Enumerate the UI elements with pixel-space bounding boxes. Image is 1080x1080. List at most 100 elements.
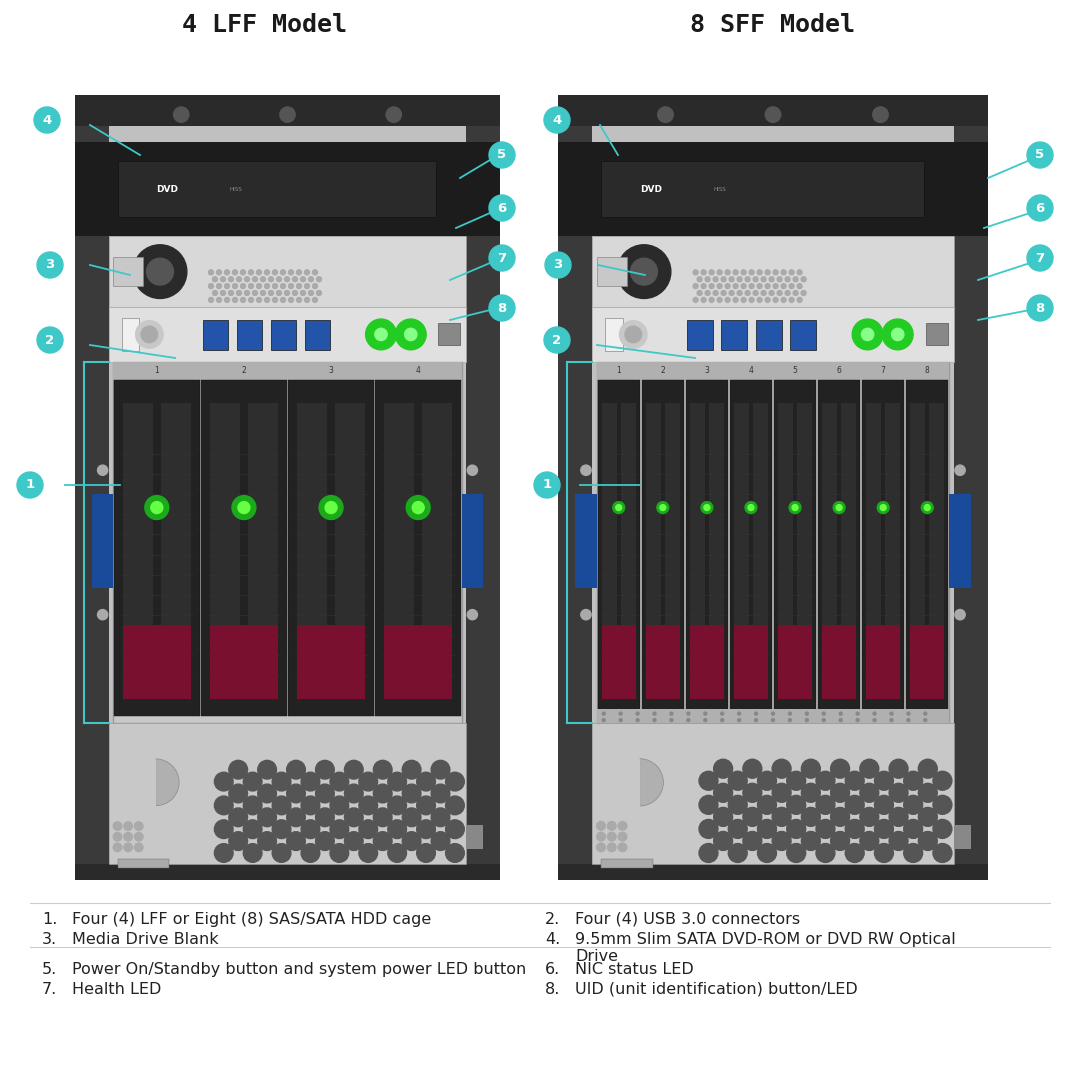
Circle shape (417, 820, 435, 838)
Circle shape (757, 270, 762, 275)
Circle shape (765, 297, 770, 302)
Circle shape (860, 759, 879, 779)
Circle shape (229, 760, 247, 779)
FancyBboxPatch shape (122, 318, 138, 351)
Text: 6: 6 (837, 366, 841, 376)
Circle shape (801, 832, 821, 850)
Circle shape (923, 712, 927, 715)
FancyBboxPatch shape (109, 237, 465, 307)
Circle shape (215, 772, 233, 791)
Circle shape (773, 297, 778, 302)
Circle shape (374, 832, 392, 850)
Circle shape (687, 712, 690, 715)
FancyBboxPatch shape (690, 404, 705, 699)
FancyBboxPatch shape (462, 495, 483, 589)
Circle shape (737, 291, 742, 296)
Circle shape (288, 297, 294, 302)
Circle shape (710, 284, 714, 288)
Circle shape (765, 270, 770, 275)
FancyBboxPatch shape (305, 320, 330, 350)
Circle shape (717, 297, 723, 302)
FancyBboxPatch shape (602, 404, 617, 699)
Circle shape (856, 712, 859, 715)
Text: Health LED: Health LED (72, 982, 161, 997)
Circle shape (265, 284, 270, 288)
Circle shape (743, 832, 761, 850)
Circle shape (907, 718, 909, 721)
Circle shape (237, 291, 242, 296)
Circle shape (345, 760, 363, 779)
Circle shape (315, 808, 334, 826)
Circle shape (544, 327, 570, 353)
Circle shape (225, 270, 229, 275)
FancyBboxPatch shape (818, 380, 861, 716)
Circle shape (918, 808, 937, 826)
Circle shape (741, 270, 746, 275)
Circle shape (215, 843, 233, 862)
FancyBboxPatch shape (866, 404, 881, 699)
Circle shape (1027, 245, 1053, 271)
Circle shape (312, 270, 318, 275)
Circle shape (544, 107, 570, 133)
FancyBboxPatch shape (109, 307, 465, 362)
Circle shape (113, 822, 122, 831)
FancyBboxPatch shape (118, 859, 168, 868)
Circle shape (113, 843, 122, 852)
FancyBboxPatch shape (118, 161, 436, 217)
Text: 8: 8 (1036, 301, 1044, 314)
Circle shape (269, 291, 273, 296)
Circle shape (889, 808, 908, 826)
Circle shape (704, 712, 706, 715)
Circle shape (875, 820, 893, 838)
Circle shape (785, 291, 791, 296)
Circle shape (405, 328, 417, 340)
FancyBboxPatch shape (297, 625, 365, 699)
Circle shape (286, 784, 306, 802)
Circle shape (880, 504, 887, 511)
Circle shape (792, 504, 798, 511)
Circle shape (257, 270, 261, 275)
Circle shape (720, 712, 724, 715)
Text: 4.: 4. (545, 932, 561, 947)
Circle shape (241, 270, 245, 275)
Text: 9.5mm Slim SATA DVD-ROM or DVD RW Optical
Drive: 9.5mm Slim SATA DVD-ROM or DVD RW Optica… (575, 932, 956, 964)
Circle shape (729, 276, 734, 282)
Circle shape (345, 832, 363, 850)
Circle shape (305, 270, 310, 275)
Circle shape (862, 328, 874, 340)
Circle shape (839, 712, 842, 715)
FancyBboxPatch shape (686, 380, 728, 716)
Text: 3: 3 (553, 258, 563, 271)
Circle shape (618, 822, 626, 831)
Circle shape (786, 771, 806, 791)
Text: 3.: 3. (42, 932, 57, 947)
FancyBboxPatch shape (734, 625, 768, 699)
Circle shape (778, 276, 782, 282)
Circle shape (699, 771, 718, 791)
Circle shape (135, 843, 143, 852)
FancyBboxPatch shape (438, 323, 460, 346)
Circle shape (904, 771, 922, 791)
Circle shape (846, 843, 864, 863)
Circle shape (1027, 141, 1053, 168)
Circle shape (875, 771, 893, 791)
Circle shape (750, 270, 754, 275)
Circle shape (725, 297, 730, 302)
Circle shape (468, 609, 477, 620)
Circle shape (151, 501, 163, 514)
Circle shape (793, 291, 798, 296)
Circle shape (745, 291, 751, 296)
Text: UID (unit identification) button/LED: UID (unit identification) button/LED (575, 982, 858, 997)
Circle shape (232, 284, 238, 288)
Circle shape (375, 328, 387, 340)
Circle shape (216, 297, 221, 302)
Text: 2: 2 (661, 366, 665, 376)
Circle shape (229, 784, 247, 802)
FancyBboxPatch shape (75, 95, 500, 126)
Circle shape (248, 297, 254, 302)
FancyBboxPatch shape (576, 495, 597, 589)
Circle shape (785, 276, 791, 282)
Circle shape (272, 284, 278, 288)
FancyBboxPatch shape (270, 320, 296, 350)
Circle shape (300, 276, 306, 282)
